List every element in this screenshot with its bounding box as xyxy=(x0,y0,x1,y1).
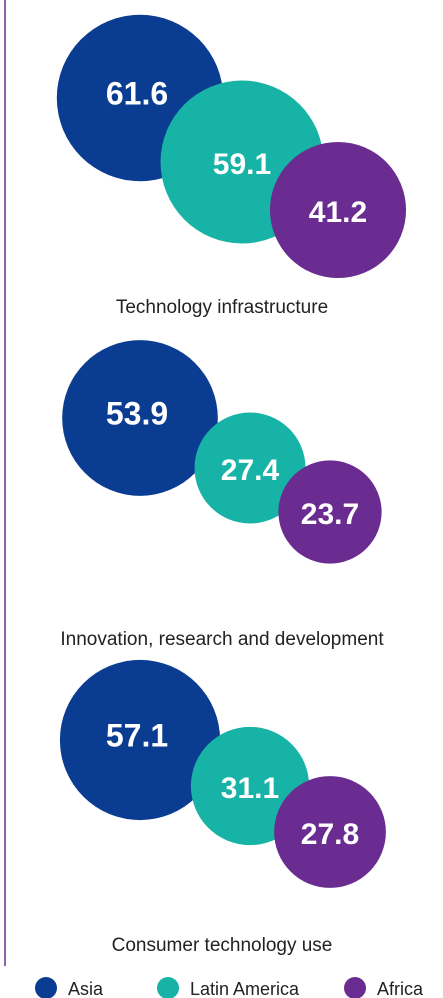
value-label: 27.8 xyxy=(301,818,359,851)
legend-swatch xyxy=(344,977,366,998)
bubble xyxy=(62,340,218,496)
value-label: 59.1 xyxy=(213,148,271,181)
legend-label: Asia xyxy=(68,979,104,998)
value-label: 41.2 xyxy=(309,196,367,229)
value-label: 53.9 xyxy=(106,395,168,431)
bubble xyxy=(59,659,221,821)
legend-swatch xyxy=(35,977,57,998)
legend-label: Latin America xyxy=(190,979,300,998)
category-label: Consumer technology use xyxy=(112,935,333,956)
bubble xyxy=(194,412,306,524)
bubble xyxy=(274,776,386,888)
value-label: 27.4 xyxy=(221,454,280,487)
legend-label: Africa xyxy=(377,979,424,998)
legend-swatch xyxy=(157,977,179,998)
category-label: Innovation, research and development xyxy=(60,629,384,650)
value-label: 57.1 xyxy=(106,717,168,753)
value-label: 61.6 xyxy=(106,75,168,111)
value-label: 23.7 xyxy=(301,498,359,531)
bubble xyxy=(278,460,382,564)
value-label: 31.1 xyxy=(221,772,279,805)
bubble xyxy=(269,141,407,279)
category-label: Technology infrastructure xyxy=(116,297,328,318)
